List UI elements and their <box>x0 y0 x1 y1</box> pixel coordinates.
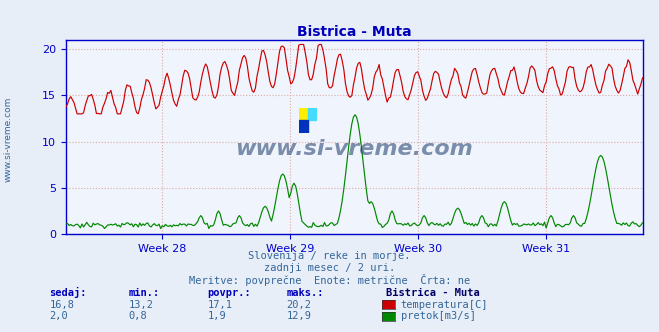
Text: sedaj:: sedaj: <box>49 287 87 298</box>
Text: 12,9: 12,9 <box>287 311 312 321</box>
Bar <box>308 108 317 121</box>
Text: zadnji mesec / 2 uri.: zadnji mesec / 2 uri. <box>264 263 395 273</box>
Text: www.si-vreme.com: www.si-vreme.com <box>3 97 13 182</box>
Text: 17,1: 17,1 <box>208 300 233 310</box>
Text: 16,8: 16,8 <box>49 300 74 310</box>
Text: temperatura[C]: temperatura[C] <box>401 300 488 310</box>
Text: povpr.:: povpr.: <box>208 288 251 298</box>
Text: Bistrica - Muta: Bistrica - Muta <box>386 288 479 298</box>
Title: Bistrica - Muta: Bistrica - Muta <box>297 25 411 39</box>
Text: 13,2: 13,2 <box>129 300 154 310</box>
Text: www.si-vreme.com: www.si-vreme.com <box>235 138 473 159</box>
Text: 2,0: 2,0 <box>49 311 68 321</box>
Text: pretok[m3/s]: pretok[m3/s] <box>401 311 476 321</box>
Text: 0,8: 0,8 <box>129 311 147 321</box>
Text: 1,9: 1,9 <box>208 311 226 321</box>
Bar <box>299 108 308 121</box>
Text: Meritve: povprečne  Enote: metrične  Črta: ne: Meritve: povprečne Enote: metrične Črta:… <box>189 274 470 286</box>
Bar <box>299 121 308 133</box>
Text: 20,2: 20,2 <box>287 300 312 310</box>
Text: min.:: min.: <box>129 288 159 298</box>
Text: maks.:: maks.: <box>287 288 324 298</box>
Text: Slovenija / reke in morje.: Slovenija / reke in morje. <box>248 251 411 261</box>
